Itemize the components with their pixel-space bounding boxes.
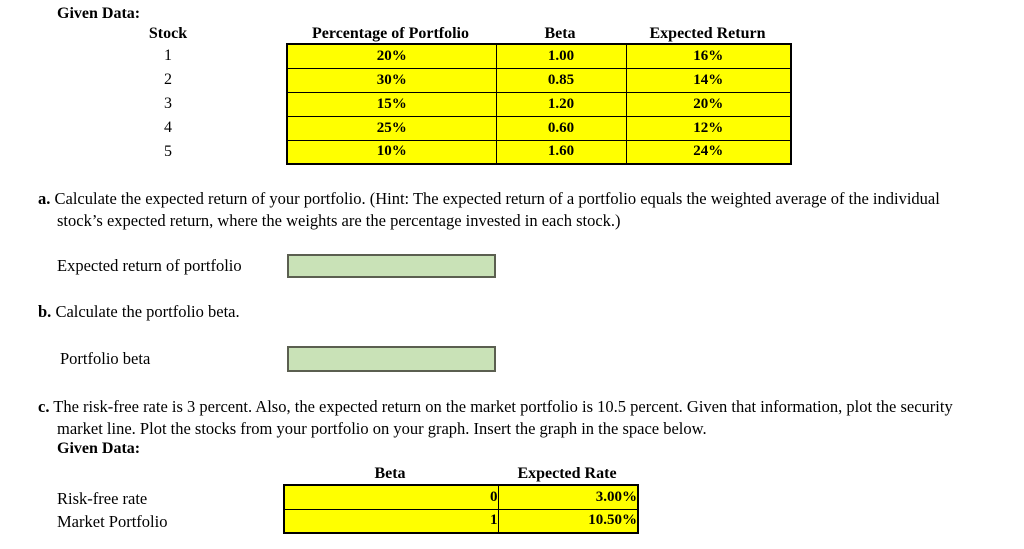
question-b-text: Calculate the portfolio beta. bbox=[55, 302, 240, 321]
table-row: 15% 1.20 20% bbox=[286, 91, 792, 117]
sml-expected-rate-column-header: Expected Rate bbox=[517, 465, 617, 482]
sml-data-table: 0 3.00% 1 10.50% bbox=[283, 484, 639, 534]
expected-return-column-header: Expected Return bbox=[649, 25, 766, 42]
stock-number: 2 bbox=[164, 71, 172, 88]
question-a: a. Calculate the expected return of your… bbox=[38, 188, 1018, 232]
question-b-letter: b. bbox=[38, 302, 52, 321]
stock-number-column: 1 2 3 4 5 bbox=[128, 44, 208, 164]
beta-column-header: Beta bbox=[544, 25, 576, 42]
percentage-cell: 30% bbox=[286, 67, 497, 93]
expected-return-answer-cell[interactable] bbox=[287, 254, 496, 278]
percentage-cell: 25% bbox=[286, 115, 497, 141]
question-b: b. Calculate the portfolio beta. bbox=[38, 301, 1018, 323]
risk-free-rate-label: Risk-free rate bbox=[57, 489, 148, 508]
percentage-cell: 20% bbox=[286, 43, 497, 69]
market-beta-cell: 1 bbox=[283, 508, 499, 534]
question-b-line: b. Calculate the portfolio beta. bbox=[38, 301, 1018, 323]
stock-number: 3 bbox=[164, 95, 172, 112]
table-row: 10% 1.60 24% bbox=[286, 139, 792, 165]
table-row: 25% 0.60 12% bbox=[286, 115, 792, 141]
beta-cell: 0.85 bbox=[495, 67, 627, 93]
sml-beta-column-header: Beta bbox=[374, 465, 406, 482]
beta-cell: 1.00 bbox=[495, 43, 627, 69]
beta-cell: 0.60 bbox=[495, 115, 627, 141]
expected-return-cell: 12% bbox=[625, 115, 792, 141]
portfolio-beta-answer-cell[interactable] bbox=[287, 346, 496, 372]
percentage-cell: 10% bbox=[286, 139, 497, 165]
percentage-cell: 15% bbox=[286, 91, 497, 117]
stock-number: 4 bbox=[164, 119, 172, 136]
question-a-text1: Calculate the expected return of your po… bbox=[54, 189, 940, 208]
stock-number: 5 bbox=[164, 143, 172, 160]
expected-return-cell: 24% bbox=[625, 139, 792, 165]
expected-return-cell: 20% bbox=[625, 91, 792, 117]
beta-cell: 1.60 bbox=[495, 139, 627, 165]
question-c-line1: c. The risk-free rate is 3 percent. Also… bbox=[38, 396, 1024, 418]
table-row: 30% 0.85 14% bbox=[286, 67, 792, 93]
expected-return-answer-label: Expected return of portfolio bbox=[57, 256, 242, 275]
table-row: 20% 1.00 16% bbox=[286, 43, 792, 69]
risk-free-beta-cell: 0 bbox=[283, 484, 499, 510]
question-a-line1: a. Calculate the expected return of your… bbox=[38, 188, 1018, 210]
given-data-title-1: Given Data: bbox=[57, 5, 141, 22]
beta-cell: 1.20 bbox=[495, 91, 627, 117]
table-row: 1 10.50% bbox=[283, 508, 639, 534]
question-c-letter: c. bbox=[38, 397, 50, 416]
percentage-column-header: Percentage of Portfolio bbox=[312, 25, 469, 42]
question-a-letter: a. bbox=[38, 189, 51, 208]
table-row: 0 3.00% bbox=[283, 484, 639, 510]
given-data-title-2: Given Data: bbox=[57, 440, 141, 457]
question-c-text1: The risk-free rate is 3 percent. Also, t… bbox=[53, 397, 953, 416]
portfolio-beta-answer-label: Portfolio beta bbox=[60, 349, 151, 368]
question-a-line2: stock’s expected return, where the weigh… bbox=[57, 211, 621, 230]
risk-free-expected-rate-cell: 3.00% bbox=[497, 484, 639, 510]
market-expected-rate-cell: 10.50% bbox=[497, 508, 639, 534]
market-portfolio-label: Market Portfolio bbox=[57, 512, 168, 531]
expected-return-cell: 14% bbox=[625, 67, 792, 93]
question-c: c. The risk-free rate is 3 percent. Also… bbox=[38, 396, 1024, 440]
portfolio-data-table: 20% 1.00 16% 30% 0.85 14% 15% 1.20 20% 2… bbox=[286, 43, 792, 165]
stock-number: 1 bbox=[164, 47, 172, 64]
stock-column-header: Stock bbox=[148, 25, 188, 42]
expected-return-cell: 16% bbox=[625, 43, 792, 69]
question-c-line2: market line. Plot the stocks from your p… bbox=[57, 419, 707, 438]
